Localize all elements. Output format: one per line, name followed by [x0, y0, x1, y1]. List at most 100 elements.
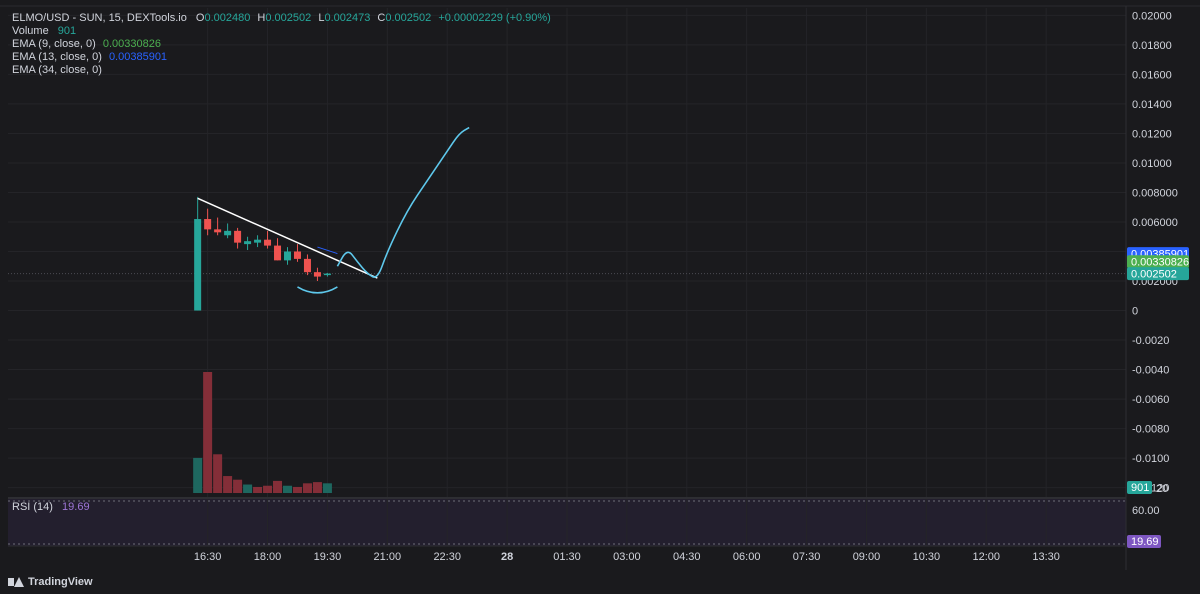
- candle-body: [234, 230, 242, 243]
- price-axis-label: 0.02000: [1132, 10, 1172, 22]
- rsi-label: RSI (14): [12, 501, 53, 513]
- open-label: O: [195, 12, 205, 24]
- price-axis-label: 0.01400: [1132, 99, 1172, 111]
- high-label: H: [257, 12, 266, 24]
- ema9-row[interactable]: EMA (9, close, 0) 0.00330826: [12, 38, 551, 51]
- ema34-label: EMA (34, close, 0): [12, 64, 102, 76]
- volume-bar: [233, 479, 243, 493]
- volume-bar: [263, 485, 273, 493]
- ema9-value: 0.00330826: [102, 38, 161, 50]
- projection-curve-drawing: [336, 126, 470, 278]
- low-value: 0.002473: [324, 12, 371, 24]
- rsi-axis-label: 60.00: [1132, 505, 1160, 517]
- time-axis-label: 06:00: [733, 551, 761, 563]
- candle-body: [194, 219, 202, 311]
- chart-legend: ELMO/USD - SUN, 15, DEXTools.io O0.00248…: [12, 12, 551, 77]
- time-axis-label: 01:30: [553, 551, 581, 563]
- ema9-label: EMA (9, close, 0): [12, 38, 96, 50]
- trendline-drawing: [197, 197, 378, 279]
- price-tag: [1127, 267, 1189, 281]
- candle-body: [204, 219, 212, 230]
- time-axis-label: 28: [501, 551, 513, 563]
- symbol-line[interactable]: ELMO/USD - SUN, 15, DEXTools.io: [12, 12, 187, 24]
- candle-body: [293, 251, 301, 259]
- time-axis-label: 18:00: [254, 551, 282, 563]
- volume-bar: [302, 483, 312, 493]
- volume-bar: [292, 486, 302, 493]
- time-axis-label: 12:00: [972, 551, 1000, 563]
- volume-bar: [223, 476, 233, 493]
- price-axis-label: 0.01800: [1132, 40, 1172, 52]
- time-axis-label: 07:30: [793, 551, 821, 563]
- volume-axis-label: 20: [1156, 483, 1168, 495]
- price-axis-label: -0.0060: [1132, 394, 1169, 406]
- time-axis-label: 19:30: [314, 551, 342, 563]
- candle-body: [284, 251, 291, 261]
- volume-tag: [1127, 481, 1152, 494]
- candle-body: [214, 229, 222, 233]
- volume-bar: [213, 454, 223, 493]
- close-value: 0.002502: [385, 12, 432, 24]
- candle-body: [274, 245, 282, 261]
- ema13-row[interactable]: EMA (13, close, 0) 0.00385901: [12, 51, 551, 64]
- price-axis-label: -0.0040: [1132, 365, 1169, 377]
- volume-value: 901: [57, 25, 77, 37]
- candle-body: [224, 230, 232, 236]
- price-axis-label: 0.01600: [1132, 69, 1172, 81]
- open-value: 0.002480: [204, 12, 251, 24]
- price-tag-label: 0.002502: [1131, 269, 1177, 281]
- close-label: C: [377, 12, 386, 24]
- price-axis-label: 0.006000: [1132, 217, 1178, 229]
- volume-bar: [322, 483, 332, 493]
- change-value: +0.00002229 (+0.90%): [438, 12, 551, 24]
- time-axis-label: 10:30: [913, 551, 941, 563]
- price-axis-label: 0.01000: [1132, 158, 1172, 170]
- ema13-line: [317, 246, 338, 255]
- rsi-value: 19.69: [62, 501, 90, 513]
- price-tag: [1127, 255, 1189, 269]
- rsi-legend[interactable]: RSI (14) 19.69: [12, 501, 90, 513]
- volume-bar: [243, 484, 253, 493]
- volume-bar: [253, 486, 263, 493]
- volume-bar: [203, 372, 213, 493]
- volume-bar: [312, 482, 322, 493]
- candle-body: [254, 239, 262, 243]
- price-axis-label: 0.008000: [1132, 187, 1178, 199]
- volume-bar: [283, 485, 292, 493]
- low-label: L: [318, 12, 325, 24]
- time-axis-label: 22:30: [433, 551, 461, 563]
- tradingview-logo[interactable]: TradingView: [8, 576, 93, 588]
- candle-body: [313, 272, 321, 277]
- volume-row[interactable]: Volume 901: [12, 25, 551, 38]
- ema13-label: EMA (13, close, 0): [12, 51, 102, 63]
- candle-body: [264, 239, 272, 246]
- time-axis-label: 04:30: [673, 551, 701, 563]
- price-axis-label: -0.0100: [1132, 453, 1169, 465]
- volume-bar: [273, 480, 283, 493]
- tradingview-name: TradingView: [28, 576, 93, 588]
- time-axis-label: 16:30: [194, 551, 222, 563]
- price-tag-label: 0.00330826: [1131, 257, 1189, 269]
- price-axis-label: -0.0020: [1132, 335, 1169, 347]
- volume-tag-label: 901: [1131, 482, 1149, 494]
- candle-body: [303, 258, 311, 273]
- volume-label: Volume: [12, 25, 49, 37]
- bottom-arc-drawing: [297, 286, 338, 294]
- ema13-value: 0.00385901: [108, 51, 168, 63]
- tradingview-logo-icon: [8, 577, 24, 587]
- price-axis-label: 0: [1132, 306, 1138, 318]
- candle-body: [323, 273, 331, 276]
- time-axis-label: 03:00: [613, 551, 641, 563]
- volume-bar: [193, 457, 203, 493]
- rsi-tag: [1127, 535, 1161, 548]
- rsi-tag-label: 19.69: [1131, 536, 1159, 548]
- ema34-row[interactable]: EMA (34, close, 0): [12, 64, 551, 77]
- price-axis-label: -0.0080: [1132, 424, 1169, 436]
- time-axis-label: 09:00: [853, 551, 881, 563]
- ohlc-row: ELMO/USD - SUN, 15, DEXTools.io O0.00248…: [12, 12, 551, 25]
- time-axis-label: 13:30: [1032, 551, 1060, 563]
- candle-body: [244, 241, 252, 245]
- price-axis-label: 0.01200: [1132, 128, 1172, 140]
- high-value: 0.002502: [265, 12, 312, 24]
